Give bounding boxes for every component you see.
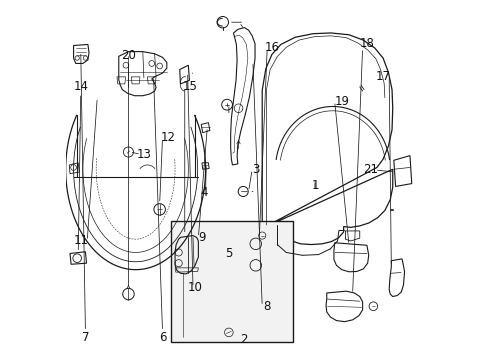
Text: 2: 2: [241, 333, 248, 346]
FancyBboxPatch shape: [172, 221, 294, 342]
Text: 11: 11: [74, 234, 88, 247]
Text: 10: 10: [187, 281, 202, 294]
Text: 19: 19: [334, 95, 349, 108]
Text: 4: 4: [200, 186, 207, 199]
Text: 1: 1: [311, 179, 318, 192]
Text: 16: 16: [265, 41, 279, 54]
Text: 3: 3: [252, 163, 259, 176]
Text: 8: 8: [263, 300, 270, 313]
Text: 13: 13: [136, 148, 151, 161]
Text: 17: 17: [375, 69, 391, 82]
Text: 20: 20: [121, 49, 136, 62]
Text: 6: 6: [159, 330, 166, 343]
Text: 15: 15: [183, 80, 198, 93]
Text: 14: 14: [74, 80, 88, 93]
Text: 7: 7: [82, 330, 89, 343]
Text: 5: 5: [225, 247, 233, 260]
Text: 9: 9: [198, 231, 206, 244]
Text: 21: 21: [363, 163, 378, 176]
Text: 18: 18: [360, 37, 374, 50]
Text: 12: 12: [160, 131, 175, 144]
